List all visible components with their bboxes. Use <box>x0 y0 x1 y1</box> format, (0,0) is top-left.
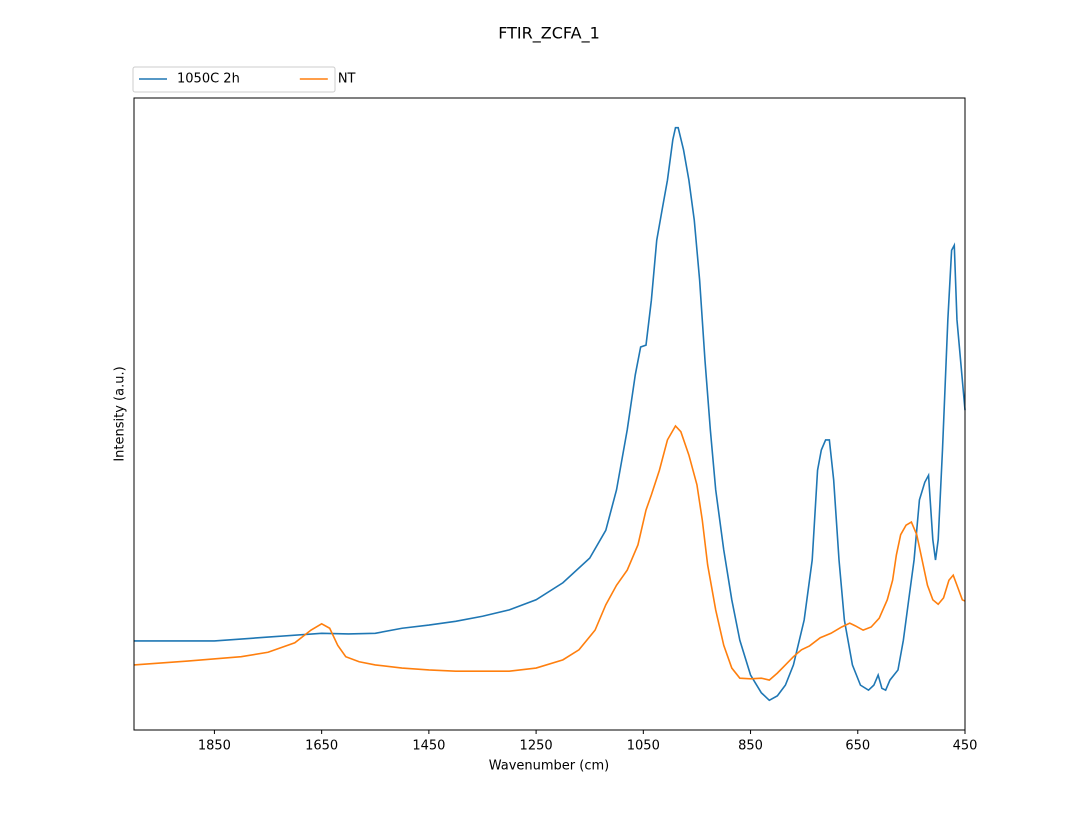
plot-frame <box>133 97 966 731</box>
x-tick-label: 850 <box>738 739 763 754</box>
x-tick-label: 650 <box>845 739 870 754</box>
chart-title: FTIR_ZCFA_1 <box>498 24 600 44</box>
legend-label: NT <box>338 72 356 87</box>
line-series <box>134 126 966 702</box>
x-axis-label: Wavenumber (cm) <box>489 759 610 774</box>
x-tick-label: 1050 <box>627 739 660 754</box>
y-axis-label: Intensity (a.u.) <box>113 366 128 461</box>
legend-label: 1050C 2h <box>177 72 240 87</box>
x-tick-label: 1650 <box>305 739 338 754</box>
x-tick-label: 1850 <box>198 739 231 754</box>
line-series <box>133 424 966 681</box>
x-tick-label: 1450 <box>412 739 445 754</box>
x-tick-label: 1250 <box>520 739 553 754</box>
x-tick-label: 450 <box>953 739 978 754</box>
legend-box <box>132 66 336 93</box>
